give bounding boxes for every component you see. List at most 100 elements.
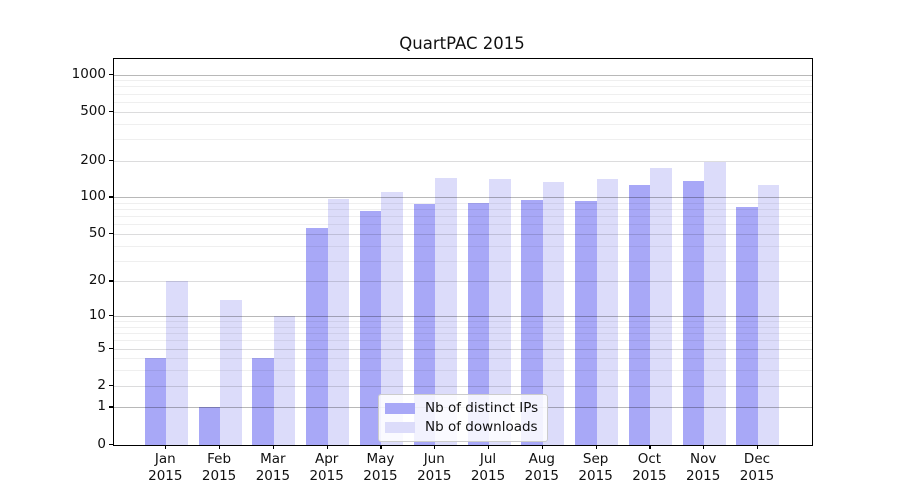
x-axis-tick-mark xyxy=(756,445,759,449)
x-axis-tick-label: Oct 2015 xyxy=(632,451,667,484)
x-axis-tick-mark xyxy=(165,445,167,449)
bar xyxy=(628,185,651,445)
y-axis-tick-mark xyxy=(109,280,113,282)
y-axis-tick-label: 500 xyxy=(80,102,106,119)
minor-gridline xyxy=(114,370,812,372)
minor-gridline xyxy=(114,86,812,88)
x-axis-tick-label: May 2015 xyxy=(363,451,398,484)
major-gridline xyxy=(114,348,812,350)
bar xyxy=(166,281,188,445)
bar xyxy=(467,202,490,445)
x-axis-tick-mark xyxy=(326,445,328,449)
major-gridline xyxy=(114,111,812,113)
legend-item-distinct-ips: Nb of distinct IPs xyxy=(385,400,538,416)
minor-gridline xyxy=(114,333,812,335)
y-axis-tick-mark xyxy=(109,406,113,408)
minor-gridline xyxy=(114,138,812,140)
y-axis-tick-label: 1000 xyxy=(71,65,106,82)
minor-gridline xyxy=(114,101,812,103)
x-axis-tick-mark xyxy=(649,445,651,449)
x-axis-tick-label: Jul 2015 xyxy=(470,451,506,484)
bar xyxy=(542,181,565,445)
x-axis-tick-label: Nov 2015 xyxy=(686,451,721,484)
minor-gridline xyxy=(114,260,812,262)
minor-gridline xyxy=(114,80,812,82)
y-axis-tick-mark xyxy=(109,159,113,161)
y-axis-tick-mark xyxy=(109,110,113,112)
bar xyxy=(575,201,597,445)
major-gridline xyxy=(114,316,812,318)
minor-gridline xyxy=(114,326,812,328)
x-axis-tick-label: Jun 2015 xyxy=(417,451,452,484)
minor-gridline xyxy=(114,202,812,204)
bar xyxy=(252,358,274,445)
x-axis-tick-mark xyxy=(703,445,705,449)
bar xyxy=(704,161,726,445)
y-axis-tick-label: 50 xyxy=(88,224,106,241)
bar xyxy=(273,316,296,445)
x-axis-tick-label: Jan 2015 xyxy=(148,451,183,484)
x-axis-tick-label: Apr 2015 xyxy=(309,451,344,484)
major-gridline xyxy=(114,233,812,235)
bar xyxy=(682,180,705,445)
x-axis-tick-label: Aug 2015 xyxy=(524,451,559,484)
major-gridline xyxy=(114,74,812,76)
y-axis-tick-label: 100 xyxy=(80,188,106,205)
x-axis-tick-mark xyxy=(595,445,597,449)
legend-item-downloads: Nb of downloads xyxy=(385,419,538,435)
y-axis-tick-mark xyxy=(109,73,113,75)
x-axis-tick-mark xyxy=(434,445,436,449)
y-axis-tick-mark xyxy=(109,232,113,235)
minor-gridline xyxy=(114,93,812,95)
y-axis-tick-mark xyxy=(109,315,113,317)
legend-swatch-downloads xyxy=(385,421,415,433)
y-axis-tick-label: 20 xyxy=(88,272,106,289)
minor-gridline xyxy=(114,321,812,323)
bar xyxy=(198,407,221,445)
minor-gridline xyxy=(114,224,812,226)
bar xyxy=(757,185,780,445)
minor-gridline xyxy=(114,340,812,342)
legend-label-downloads: Nb of downloads xyxy=(425,419,538,435)
chart-title: QuartPAC 2015 xyxy=(399,34,525,53)
bar xyxy=(435,178,457,445)
bar xyxy=(220,299,242,445)
legend: Nb of distinct IPs Nb of downloads xyxy=(378,394,548,442)
y-axis-tick-mark xyxy=(109,384,113,386)
bar xyxy=(413,204,436,445)
y-axis-tick-label: 0 xyxy=(97,435,106,452)
bar xyxy=(306,228,328,445)
x-axis-tick-mark xyxy=(380,445,382,449)
x-axis-tick-mark xyxy=(272,445,275,449)
y-axis-tick-mark xyxy=(109,443,113,445)
major-gridline xyxy=(114,281,812,283)
legend-label-distinct-ips: Nb of distinct IPs xyxy=(425,400,539,416)
y-axis-tick-label: 1 xyxy=(97,398,106,415)
bar xyxy=(144,358,167,445)
x-axis-tick-mark xyxy=(219,445,221,449)
x-axis-tick-mark xyxy=(541,445,544,449)
plot-area xyxy=(113,58,813,446)
major-gridline xyxy=(114,385,812,387)
minor-gridline xyxy=(114,216,812,218)
y-axis-tick-mark xyxy=(109,347,113,349)
bar xyxy=(327,198,350,445)
bar xyxy=(521,200,543,445)
y-axis-tick-label: 200 xyxy=(80,151,106,168)
x-axis-tick-label: Mar 2015 xyxy=(255,451,291,484)
y-axis-tick-label: 10 xyxy=(88,307,106,324)
y-axis-tick-label: 5 xyxy=(97,339,106,356)
major-gridline xyxy=(114,197,812,199)
bar xyxy=(596,179,619,445)
bar xyxy=(381,192,403,445)
major-gridline xyxy=(114,160,812,162)
x-axis-tick-label: Sep 2015 xyxy=(578,451,613,484)
y-axis-tick-mark xyxy=(109,196,113,198)
minor-gridline xyxy=(114,245,812,247)
bar xyxy=(650,167,672,445)
x-axis-tick-mark xyxy=(488,445,490,449)
minor-gridline xyxy=(114,123,812,125)
bar xyxy=(489,179,511,445)
x-axis-tick-label: Feb 2015 xyxy=(201,451,237,484)
